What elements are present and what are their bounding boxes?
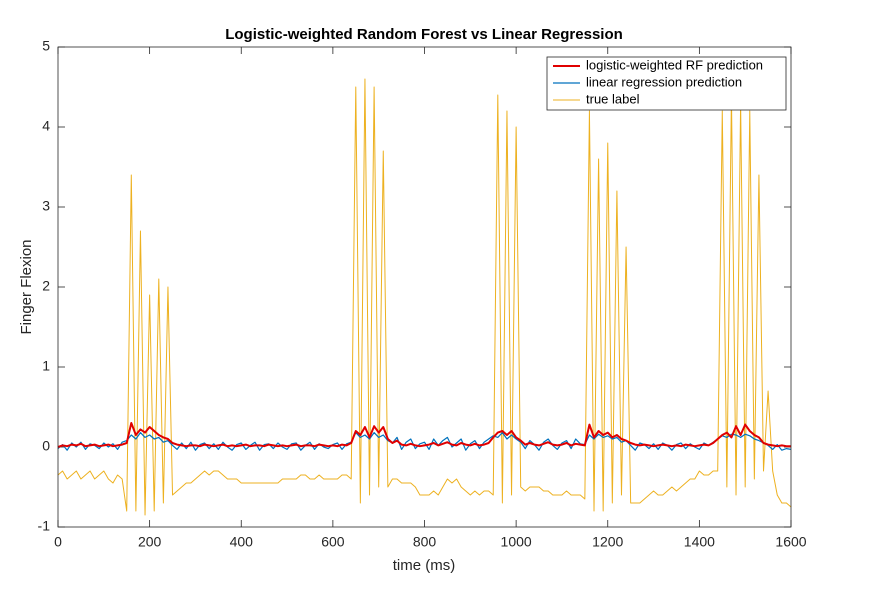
x-axis-label: time (ms) bbox=[393, 557, 456, 574]
x-tick-label: 1000 bbox=[501, 534, 532, 550]
legend: logistic-weighted RF prediction linear re… bbox=[546, 56, 787, 111]
y-tick-label: 5 bbox=[42, 38, 50, 54]
legend-label: linear regression prediction bbox=[586, 74, 742, 89]
x-tick-label: 0 bbox=[54, 534, 62, 550]
legend-label: true label bbox=[586, 91, 640, 106]
y-tick-label: 0 bbox=[42, 438, 50, 454]
x-tick-label: 1400 bbox=[684, 534, 715, 550]
x-tick-label: 1600 bbox=[775, 534, 806, 550]
x-tick-label: 400 bbox=[230, 534, 254, 550]
x-tick-label: 600 bbox=[321, 534, 345, 550]
series-line bbox=[57, 422, 791, 448]
y-tick-label: 4 bbox=[42, 118, 50, 134]
y-tick-label: 3 bbox=[42, 198, 50, 214]
y-tick-label: 1 bbox=[42, 358, 50, 374]
y-tick-label: 2 bbox=[42, 278, 50, 294]
x-tick-label: 200 bbox=[138, 534, 162, 550]
series-line bbox=[57, 432, 792, 451]
chart-title: Logistic-weighted Random Forest vs Linea… bbox=[225, 26, 623, 43]
y-tick-label: -1 bbox=[38, 518, 51, 534]
x-tick-label: 1200 bbox=[592, 534, 623, 550]
y-axis-label: Finger Flexion bbox=[18, 239, 35, 334]
legend-box bbox=[546, 56, 787, 111]
legend-label: logistic-weighted RF prediction bbox=[586, 57, 763, 72]
axes-box bbox=[57, 46, 792, 528]
x-tick-label: 800 bbox=[413, 534, 437, 550]
series-line bbox=[57, 78, 792, 516]
